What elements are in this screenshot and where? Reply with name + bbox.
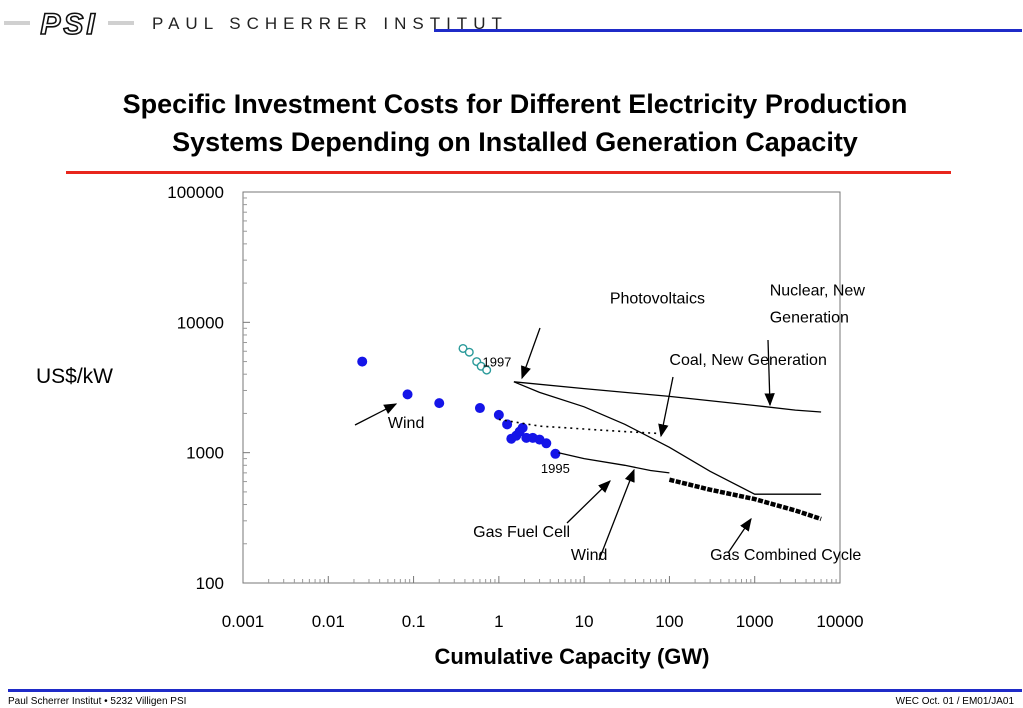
gas-combined-cycle-line	[668, 477, 822, 522]
photovoltaics-line	[513, 381, 822, 495]
annotation-photovoltaics: Photovoltaics	[610, 290, 705, 307]
footer-left-text: Paul Scherrer Institut • 5232 Villigen P…	[8, 696, 187, 707]
annotation-wind: Wind	[388, 415, 424, 432]
institute-name: PAUL SCHERRER INSTITUT	[152, 14, 508, 33]
logo-text: PSI	[40, 8, 97, 38]
x-tick-label: 100	[655, 612, 683, 631]
annotation-coal-new-generation: Coal, New Generation	[669, 352, 826, 369]
y-axis-title: US$/kW	[36, 365, 113, 388]
psi-logo: PSI	[4, 8, 134, 38]
footer-divider	[8, 689, 1022, 692]
logo-left-bar	[4, 21, 30, 25]
footer-right-text: WEC Oct. 01 / EM01/JA01	[895, 696, 1014, 707]
photovoltaics-point	[482, 365, 492, 375]
arrow-gas-fuel-cell	[566, 480, 611, 524]
wind-point	[402, 389, 413, 400]
wind-point	[550, 448, 561, 459]
x-tick-label: 1	[494, 612, 503, 631]
wind-point	[541, 438, 552, 449]
x-tick-label: 0.001	[222, 612, 265, 631]
arrow-wind-right	[598, 468, 635, 561]
title-line-2: Systems Depending on Installed Generatio…	[172, 127, 858, 157]
annotation-wind: Wind	[571, 547, 607, 564]
arrow-photovoltaics	[521, 327, 541, 380]
logo-right-bar	[108, 21, 134, 25]
photovoltaics-point	[464, 347, 474, 357]
plot-area	[242, 191, 841, 584]
title-line-1: Specific Investment Costs for Different …	[122, 89, 908, 119]
annotation-1997: 1997	[482, 354, 511, 369]
title-divider	[66, 171, 951, 174]
annotation-1995: 1995	[541, 461, 570, 476]
wind-line	[558, 452, 670, 474]
coal-new-generation-line	[498, 418, 662, 435]
wind-point	[517, 422, 528, 433]
wind-point	[474, 403, 485, 414]
page-title: Specific Investment Costs for Different …	[20, 85, 1010, 161]
x-axis-title: Cumulative Capacity (GW)	[434, 644, 709, 669]
arrow-nuclear	[764, 339, 775, 407]
y-tick-label: 100	[196, 574, 224, 593]
annotation-nuclear-new: Nuclear, New	[770, 283, 866, 300]
arrow-coal	[658, 376, 674, 438]
annotation-gas-combined-cycle: Gas Combined Cycle	[710, 547, 861, 564]
y-tick-label: 10000	[177, 313, 224, 332]
wind-point	[357, 356, 368, 367]
header: PSI PAUL SCHERRER INSTITUT	[0, 0, 1023, 50]
annotation-generation: Generation	[770, 309, 849, 326]
x-tick-label: 10	[575, 612, 594, 631]
annotation-gas-fuel-cell: Gas Fuel Cell	[473, 524, 570, 541]
wind-point	[502, 419, 513, 430]
nuclear-new-generation-line	[513, 381, 822, 413]
y-tick-label: 1000	[186, 444, 224, 463]
arrow-gas-combined-cycle	[727, 517, 752, 554]
wind-point	[493, 409, 504, 420]
x-tick-label: 1000	[736, 612, 774, 631]
header-divider	[434, 29, 1022, 32]
x-tick-label: 0.01	[312, 612, 345, 631]
wind-point	[434, 398, 445, 409]
x-tick-label: 10000	[816, 612, 863, 631]
x-tick-label: 0.1	[402, 612, 426, 631]
y-tick-label: 100000	[167, 183, 224, 202]
arrow-wind-left	[354, 403, 398, 426]
